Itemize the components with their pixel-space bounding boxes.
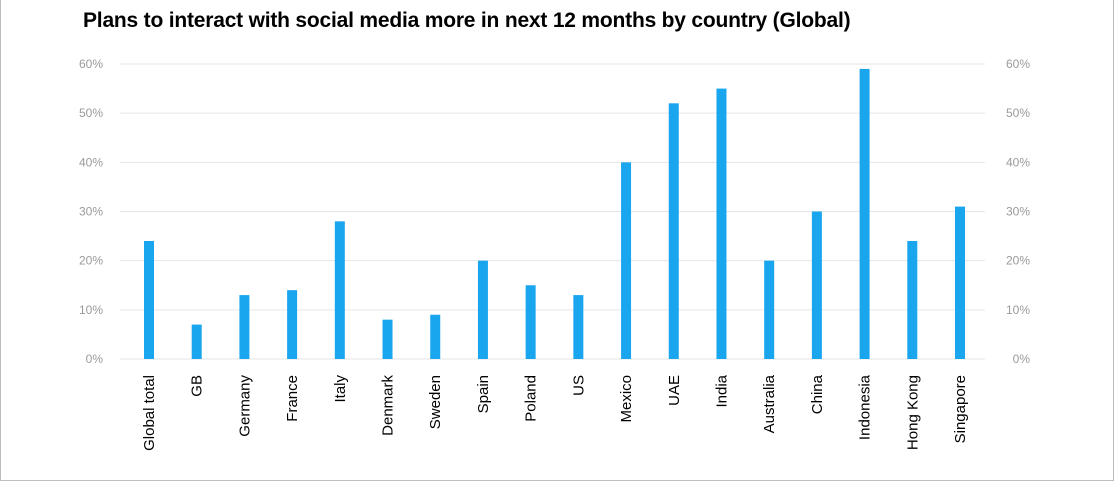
bar bbox=[382, 319, 393, 359]
bar bbox=[430, 314, 441, 359]
chart-title: Plans to interact with social media more… bbox=[83, 9, 851, 32]
y-axis-right: 0% 10% 20% 30% 40% 50% 60% bbox=[1006, 57, 1030, 366]
x-tick-label: Sweden bbox=[427, 375, 444, 429]
y-tick-label-left: 50% bbox=[79, 106, 103, 120]
bar bbox=[859, 68, 870, 360]
bar bbox=[191, 324, 202, 359]
x-tick-label: Indonesia bbox=[857, 374, 874, 440]
x-tick-label: GB bbox=[189, 375, 206, 397]
y-tick-label-left: 20% bbox=[79, 254, 103, 268]
x-tick-label: Australia bbox=[761, 374, 778, 433]
y-tick-label-right: 40% bbox=[1006, 155, 1030, 169]
y-tick-label-right: 0% bbox=[1013, 352, 1031, 366]
bar bbox=[668, 103, 679, 359]
bar bbox=[477, 260, 488, 359]
grid-lines bbox=[120, 63, 985, 360]
x-tick-label: China bbox=[809, 374, 826, 414]
x-tick-label: US bbox=[570, 375, 587, 396]
y-tick-label-right: 60% bbox=[1006, 57, 1030, 71]
y-tick-label-left: 10% bbox=[79, 303, 103, 317]
y-tick-label-right: 30% bbox=[1006, 205, 1030, 219]
bars bbox=[144, 68, 965, 360]
bar bbox=[239, 295, 250, 359]
x-tick-label: Singapore bbox=[952, 375, 969, 443]
x-tick-label: Hong Kong bbox=[904, 375, 921, 450]
x-tick-label: Spain bbox=[475, 375, 492, 413]
y-tick-label-left: 30% bbox=[79, 205, 103, 219]
x-tick-label: UAE bbox=[666, 375, 683, 406]
y-axis-left: 0% 10% 20% 30% 40% 50% 60% bbox=[79, 57, 103, 366]
y-tick-label-right: 20% bbox=[1006, 254, 1030, 268]
bar bbox=[573, 295, 584, 359]
y-tick-label-left: 60% bbox=[79, 57, 103, 71]
bar bbox=[907, 241, 918, 359]
y-tick-label-right: 10% bbox=[1006, 303, 1030, 317]
bar bbox=[334, 221, 345, 359]
x-tick-label: Denmark bbox=[380, 375, 397, 436]
x-tick-label: Poland bbox=[523, 375, 540, 422]
x-tick-label: Global total bbox=[141, 375, 158, 451]
bar bbox=[811, 211, 822, 359]
bar bbox=[955, 206, 965, 359]
y-tick-label-left: 40% bbox=[79, 155, 103, 169]
x-tick-label: Germany bbox=[236, 375, 253, 437]
bar bbox=[621, 162, 632, 359]
bar bbox=[764, 260, 775, 359]
y-tick-label-left: 0% bbox=[86, 352, 104, 366]
x-tick-label: Italy bbox=[332, 375, 349, 403]
y-tick-label-right: 50% bbox=[1006, 106, 1030, 120]
bar bbox=[287, 290, 298, 359]
x-tick-label: Mexico bbox=[618, 375, 635, 423]
bar bbox=[525, 285, 536, 359]
x-tick-label: France bbox=[284, 375, 301, 422]
x-axis-labels: Global total GB Germany France Italy Denmark S… bbox=[141, 374, 969, 451]
x-tick-label: India bbox=[713, 374, 730, 407]
bar bbox=[144, 241, 154, 359]
bar bbox=[716, 88, 727, 359]
